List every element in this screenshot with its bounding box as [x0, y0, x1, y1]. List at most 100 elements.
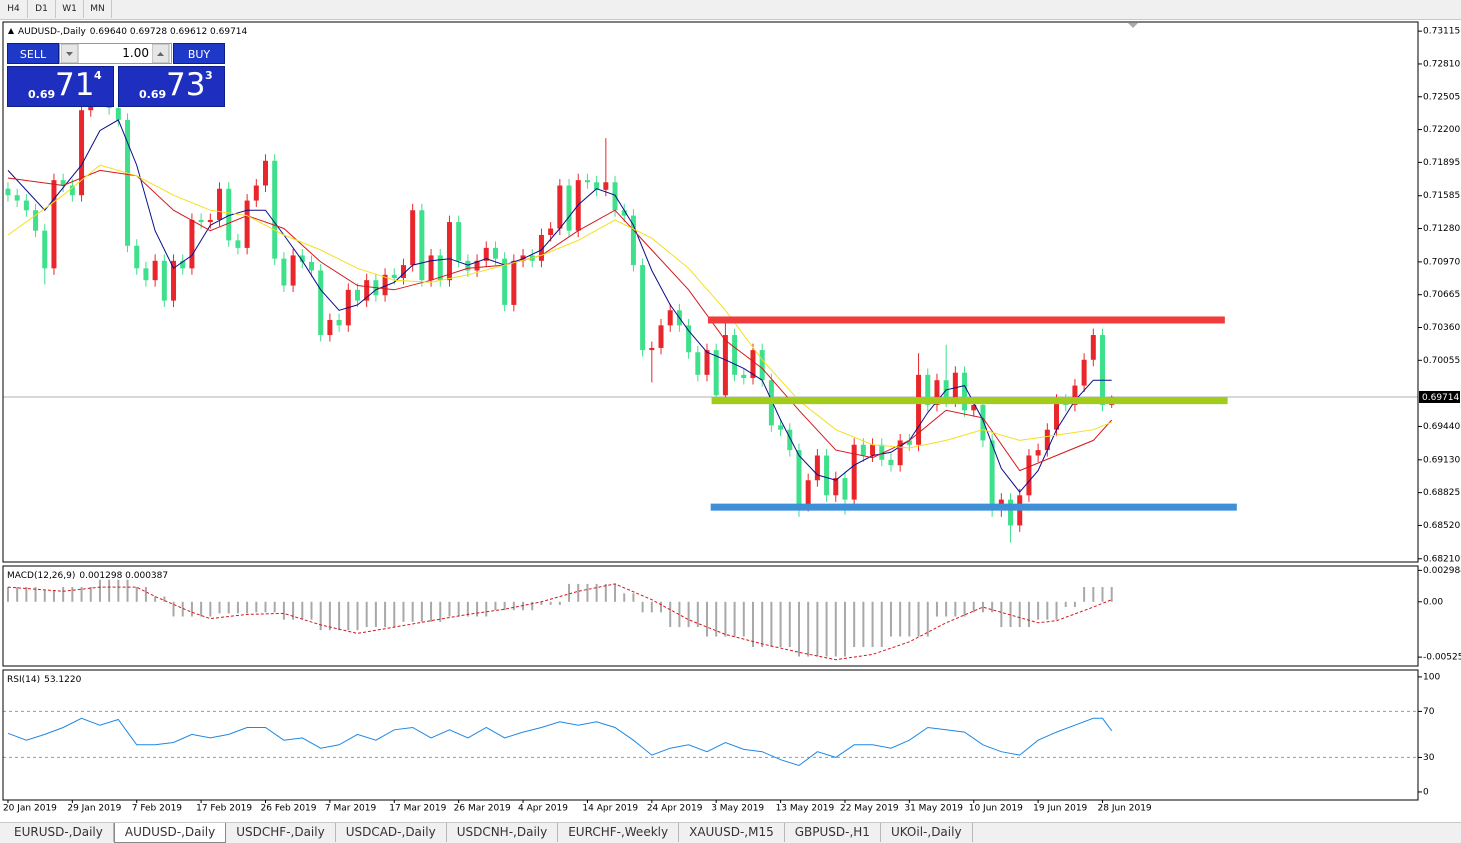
candle-body [870, 444, 876, 456]
price-fraction: 4 [94, 69, 102, 82]
candle-body [437, 255, 443, 281]
candle-body [686, 325, 692, 353]
buy-price[interactable]: 0.69 73 3 [118, 66, 225, 107]
candle-body [713, 350, 719, 396]
candle-body [263, 160, 269, 186]
candle-body [51, 180, 57, 269]
timeframe-button[interactable]: D1 [28, 0, 56, 18]
candle-body [281, 258, 287, 286]
timeframe-button[interactable]: W1 [56, 0, 84, 18]
candle-body [226, 188, 232, 241]
candle-body [1044, 429, 1050, 451]
chart-tab[interactable]: USDCNH-,Daily [447, 823, 559, 842]
lot-input[interactable]: 1.00 [59, 43, 172, 64]
candle-body [492, 247, 498, 259]
candle-body [952, 372, 958, 401]
title-marker [8, 28, 14, 34]
y-tick-label: 0.69440 [1423, 422, 1460, 432]
candle-body [161, 260, 167, 301]
chart-tab[interactable]: AUDUSD-,Daily [113, 823, 227, 843]
candle-body [594, 182, 600, 190]
lot-value: 1.00 [122, 46, 149, 60]
candle-body [750, 350, 756, 379]
chart-tab[interactable]: GBPUSD-,H1 [785, 823, 881, 842]
panel-title-values: 0.001298 0.000387 [79, 571, 168, 581]
y-tick-label: 0.00 [1423, 597, 1443, 607]
chart-tab[interactable]: XAUUSD-,M15 [679, 823, 785, 842]
candle-body [428, 255, 434, 281]
candle-body [400, 265, 406, 279]
y-tick-label: 0.71280 [1423, 224, 1460, 234]
panel-title-values: 53.1220 [44, 675, 81, 685]
x-tick-label: 17 Feb 2019 [196, 804, 252, 814]
candle-body [1035, 450, 1041, 456]
x-tick-label: 19 Jun 2019 [1033, 804, 1087, 814]
candle-body [189, 219, 195, 269]
timeframe-button[interactable]: H4 [0, 0, 28, 18]
panel-title: MACD(12,26,9) 0.001298 0.000387 [7, 571, 168, 581]
buy-button[interactable]: BUY [173, 43, 225, 64]
candle-body [336, 319, 342, 326]
candle-body [796, 450, 802, 505]
panel-title-values: 0.69640 0.69728 0.69612 0.69714 [90, 27, 248, 37]
candle-body [217, 188, 223, 220]
candle-body [704, 350, 710, 375]
current-price-box [1419, 390, 1460, 403]
candle-body [934, 380, 940, 405]
candle-body [235, 240, 241, 248]
candle-body [741, 374, 747, 379]
candle-body [327, 319, 333, 336]
candle-body [33, 210, 39, 231]
candle-body [318, 270, 324, 336]
chart-tab[interactable]: USDCAD-,Daily [336, 823, 447, 842]
chart-tab[interactable]: UKOil-,Daily [881, 823, 973, 842]
candle-body [658, 325, 664, 348]
candle-body [879, 444, 885, 460]
candle-body [290, 255, 296, 286]
candle-body [419, 210, 425, 281]
current-price-label: 0.69714 [1422, 393, 1459, 403]
y-tick-label: 0.72200 [1423, 125, 1460, 135]
chart-tab[interactable]: USDCHF-,Daily [226, 823, 336, 842]
candle-body [60, 180, 66, 186]
timeframe-toolbar: H4 D1 W1 MN [0, 0, 1461, 20]
candle-body [474, 260, 480, 271]
timeframe-button[interactable]: MN [84, 0, 112, 18]
candle-body [465, 260, 471, 271]
candle-body [732, 335, 738, 375]
candle-body [364, 280, 370, 301]
candle-body [630, 215, 636, 266]
lot-up[interactable] [152, 44, 170, 63]
candle-body [1026, 455, 1032, 496]
y-tick-label: 100 [1423, 672, 1440, 682]
candle-body [1090, 335, 1096, 360]
horizontal-level [710, 503, 1237, 511]
candle-body [143, 268, 149, 281]
x-tick-label: 28 Jun 2019 [1098, 804, 1152, 814]
candle-body [152, 260, 158, 281]
candle-body [971, 404, 977, 411]
y-tick-label: 0 [1423, 787, 1429, 797]
candle-body [888, 459, 894, 466]
price-prefix: 0.69 [28, 88, 56, 101]
candle-body [980, 404, 986, 441]
chart-tab[interactable]: EURUSD-,Daily [4, 823, 114, 842]
lot-down[interactable] [61, 44, 79, 63]
candle-body [1100, 335, 1106, 405]
candle-body [640, 265, 646, 351]
candle-body [180, 260, 186, 269]
candle-body [897, 440, 903, 466]
chart-tabs: EURUSD-,Daily AUDUSD-,Daily USDCHF-,Daily U… [0, 822, 1461, 843]
sell-button[interactable]: SELL [7, 43, 59, 64]
sell-price[interactable]: 0.69 71 4 [7, 66, 114, 107]
x-tick-label: 31 May 2019 [904, 804, 963, 814]
chart-tab[interactable]: EURCHF-,Weekly [558, 823, 680, 842]
panel-title-name: RSI(14) [7, 675, 40, 685]
x-tick-label: 14 Apr 2019 [582, 804, 638, 814]
candle-body [603, 182, 609, 190]
candle-body [1054, 400, 1060, 430]
candle-body [989, 440, 995, 511]
candle-body [253, 185, 259, 201]
